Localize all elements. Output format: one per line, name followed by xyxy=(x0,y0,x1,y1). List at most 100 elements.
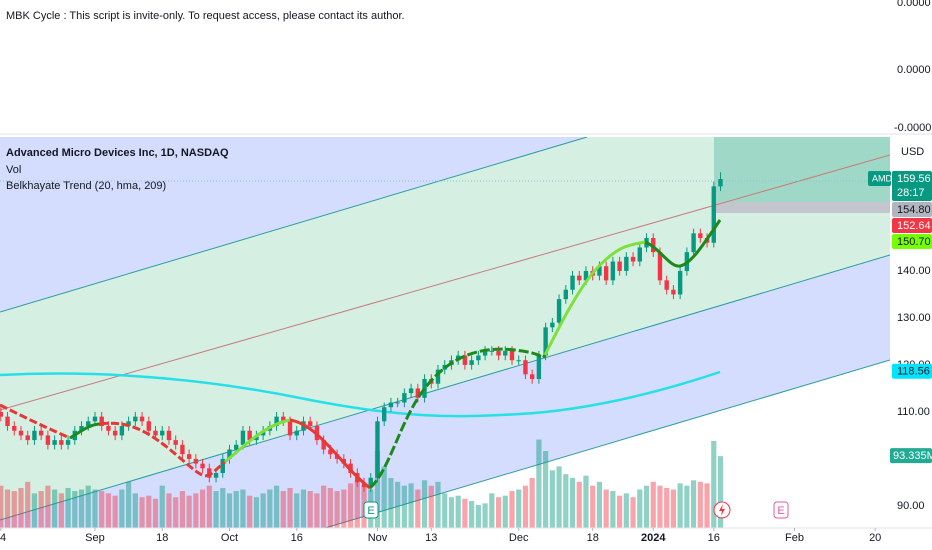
candle-body xyxy=(294,430,299,436)
volume-bar xyxy=(260,493,266,528)
indicator-axis-label: 0.0000 xyxy=(897,64,931,76)
indicator-axis-label: 0.0000 xyxy=(897,0,931,9)
channel-line xyxy=(0,137,588,313)
candle-body xyxy=(139,416,145,422)
y-tick-label: 140.00 xyxy=(897,265,931,277)
volume-bar xyxy=(99,491,105,528)
candle-body xyxy=(12,426,17,431)
volume-bar xyxy=(294,493,300,528)
earnings-marker[interactable] xyxy=(363,501,379,519)
candle-body xyxy=(173,440,178,445)
candle-body xyxy=(550,322,555,328)
candle-body xyxy=(32,430,37,441)
volume-bar xyxy=(65,487,71,528)
volume-bar xyxy=(199,489,206,528)
volume-bar xyxy=(516,489,522,528)
volume-bar xyxy=(58,493,64,528)
candle-body xyxy=(0,411,4,417)
y-tick-label: 90.00 xyxy=(897,500,925,512)
candle-body xyxy=(52,440,57,445)
earnings-label: E xyxy=(367,505,374,517)
volume-bar xyxy=(596,481,603,528)
volume-bar xyxy=(321,485,327,528)
price-badge-label: 150.70 xyxy=(897,236,931,248)
volume-bar xyxy=(139,497,145,528)
x-tick-label: Nov xyxy=(368,532,388,544)
volume-bar xyxy=(495,497,502,528)
volume-bar xyxy=(603,489,609,528)
volume-bar xyxy=(401,485,407,528)
candle-body xyxy=(577,275,582,281)
volume-bar xyxy=(25,481,31,528)
candle-body xyxy=(86,421,91,427)
trend-legend: Belkhayate Trend (20, hma, 209) xyxy=(6,180,166,192)
volume-bar xyxy=(85,485,91,528)
volume-legend: Vol xyxy=(6,164,21,176)
candle-body xyxy=(227,449,232,459)
x-tick-label: Feb xyxy=(785,532,804,544)
trend-up xyxy=(224,418,291,464)
volume-bar xyxy=(112,495,118,528)
volume-bar xyxy=(637,489,643,528)
volume-bar xyxy=(711,441,717,528)
volume-bar xyxy=(287,487,293,528)
volume-bar xyxy=(489,493,495,528)
volume-bar xyxy=(52,489,58,528)
indicator-message: MBK Cycle : This script is invite-only. … xyxy=(6,10,405,22)
x-tick-label: 16 xyxy=(708,532,720,544)
channel-line xyxy=(0,254,890,521)
candle-body xyxy=(637,247,642,262)
trend-down xyxy=(289,418,371,490)
volume-bar xyxy=(643,485,650,528)
candle-body xyxy=(462,355,468,365)
volume-bar xyxy=(334,491,340,528)
earnings-marker[interactable] xyxy=(773,501,789,519)
volume-bar xyxy=(280,491,286,528)
x-tick-label: 18 xyxy=(587,532,599,544)
candle-body xyxy=(503,350,508,356)
volume-bar xyxy=(448,497,455,528)
volume-bar xyxy=(677,483,683,528)
volume-bar xyxy=(193,493,199,528)
volume-bar xyxy=(610,491,616,528)
candle-body xyxy=(5,416,10,427)
volume-bar xyxy=(583,475,589,528)
lightning-icon xyxy=(719,504,725,516)
candle-body xyxy=(651,238,656,253)
volume-bar xyxy=(428,485,434,528)
volume-bar xyxy=(179,491,186,528)
candle-body xyxy=(328,449,333,455)
candle-body xyxy=(92,416,98,422)
candle-body xyxy=(415,388,421,398)
symbol-badge xyxy=(868,171,891,187)
x-tick-label: Dec xyxy=(509,532,529,544)
candle-body xyxy=(59,440,64,445)
candle-body xyxy=(516,360,521,362)
volume-bar xyxy=(186,495,192,528)
volume-bar xyxy=(408,483,414,528)
volume-bar xyxy=(590,485,596,528)
candle-body xyxy=(597,266,602,276)
candle-body xyxy=(200,463,205,469)
x-tick-label: 20 xyxy=(869,532,881,544)
volume-badge-label: 93.335M xyxy=(893,450,932,462)
volume-bar xyxy=(415,489,421,528)
currency-label[interactable]: USD xyxy=(901,146,924,158)
volume-bar xyxy=(502,495,508,528)
candle-body xyxy=(234,444,239,450)
trend-up xyxy=(368,347,547,490)
price-badge xyxy=(892,363,932,379)
candle-body xyxy=(657,252,663,281)
x-tick-label: 4 xyxy=(0,532,6,544)
candle-body xyxy=(624,256,629,271)
volume-bar xyxy=(563,474,569,528)
volume-bar xyxy=(543,451,549,528)
volume-bar xyxy=(31,493,38,528)
candle-body xyxy=(523,360,528,375)
volume-bar xyxy=(327,487,333,528)
channel-midline xyxy=(0,154,890,411)
volume-bar xyxy=(240,489,246,528)
volume-bar xyxy=(623,493,629,528)
trend-up xyxy=(644,219,722,268)
